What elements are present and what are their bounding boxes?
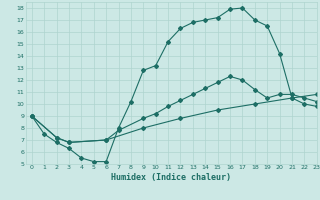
X-axis label: Humidex (Indice chaleur): Humidex (Indice chaleur) [111,173,231,182]
